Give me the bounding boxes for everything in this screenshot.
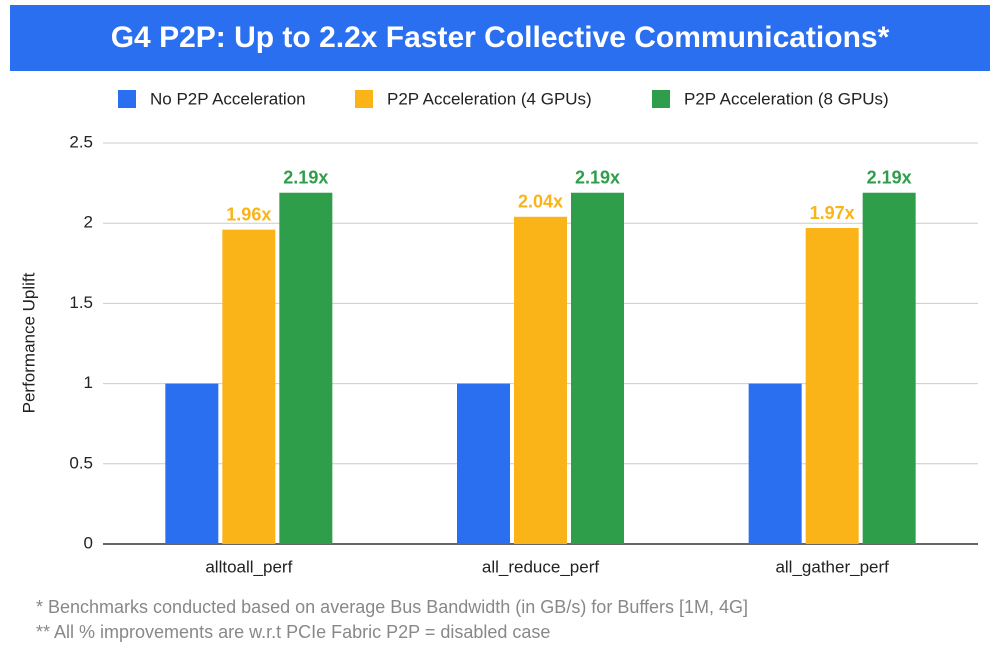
- y-tick-label: 0: [84, 533, 93, 552]
- legend-label: P2P Acceleration (4 GPUs): [387, 89, 592, 108]
- bar: [279, 192, 333, 544]
- legend-swatch: [118, 90, 136, 108]
- x-tick-label: all_reduce_perf: [482, 557, 599, 576]
- y-axis-label: Performance Uplift: [19, 272, 38, 413]
- data-label: 2.19x: [283, 167, 328, 187]
- bar: [748, 383, 802, 544]
- y-tick-label: 0.5: [69, 453, 93, 472]
- bar: [222, 229, 276, 544]
- y-tick-label: 1: [84, 373, 93, 392]
- y-tick-label: 2.5: [69, 132, 93, 151]
- footnote: ** All % improvements are w.r.t PCIe Fab…: [36, 622, 550, 642]
- data-label: 2.04x: [518, 192, 563, 212]
- x-tick-label: all_gather_perf: [775, 557, 889, 576]
- title-banner: [10, 5, 990, 71]
- y-tick-label: 2: [84, 213, 93, 232]
- data-label: 1.97x: [810, 203, 855, 223]
- legend-swatch: [652, 90, 670, 108]
- bar: [514, 216, 567, 544]
- legend-label: No P2P Acceleration: [150, 89, 306, 108]
- footnote: * Benchmarks conducted based on average …: [36, 597, 748, 617]
- data-label: 2.19x: [867, 167, 912, 187]
- bar: [862, 192, 916, 544]
- x-tick-label: alltoall_perf: [205, 557, 292, 576]
- data-label: 1.96x: [226, 204, 271, 224]
- legend-swatch: [355, 90, 373, 108]
- chart-title: G4 P2P: Up to 2.2x Faster Collective Com…: [111, 21, 890, 54]
- bar: [457, 383, 510, 544]
- y-tick-label: 1.5: [69, 293, 93, 312]
- bar: [805, 228, 859, 544]
- legend-label: P2P Acceleration (8 GPUs): [684, 89, 889, 108]
- data-label: 2.19x: [575, 167, 620, 187]
- bar: [571, 192, 624, 544]
- bar: [165, 383, 219, 544]
